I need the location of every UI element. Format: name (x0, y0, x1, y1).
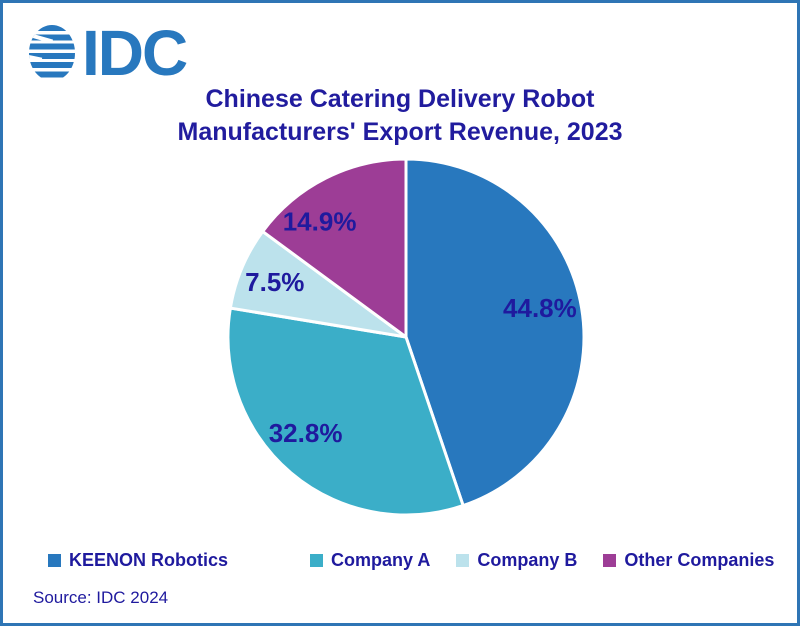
pie-slice-value-company-b: 7.5% (245, 267, 304, 297)
legend-swatch-icon (603, 554, 617, 567)
legend-item-keenon-robotics: KEENON Robotics (48, 550, 228, 571)
chart-title-line2: Manufacturers' Export Revenue, 2023 (177, 118, 623, 146)
legend-swatch-icon (310, 554, 324, 567)
pie-slice-company-a (226, 306, 465, 517)
pie-slice-value-company-a: 32.8% (269, 418, 343, 448)
legend-swatch-icon (48, 554, 61, 567)
pie-slice-value-keenon-robotics: 44.8% (503, 293, 577, 323)
idc-logo-text: IDC (82, 17, 188, 89)
chart-title-line1: Chinese Catering Delivery Robot (205, 85, 595, 113)
chart-title: Chinese Catering Delivery Robot Manufact… (3, 83, 797, 149)
chart-legend: KEENON Robotics Company A Company B Other C… (48, 550, 774, 571)
idc-logo: IDC (29, 17, 188, 89)
legend-label: Company B (477, 550, 578, 570)
pie-slice-keenon-robotics (404, 157, 586, 508)
pie-chart: 44.8% 32.8% 7.5% 14.9% (226, 157, 586, 517)
legend-item-other-companies: Other Companies (603, 550, 774, 571)
legend-swatch-icon (456, 554, 470, 567)
pie-slice-value-other-companies: 14.9% (283, 207, 357, 237)
legend-label: KEENON Robotics (69, 550, 229, 570)
source-note: Source: IDC 2024 (33, 588, 169, 607)
legend-label: Company A (331, 550, 431, 570)
legend-label: Other Companies (624, 550, 775, 570)
legend-item-company-a: Company A (310, 550, 430, 571)
pie-slice-other-companies (261, 157, 408, 339)
idc-globe-icon (29, 25, 75, 81)
legend-item-company-b: Company B (456, 550, 577, 571)
